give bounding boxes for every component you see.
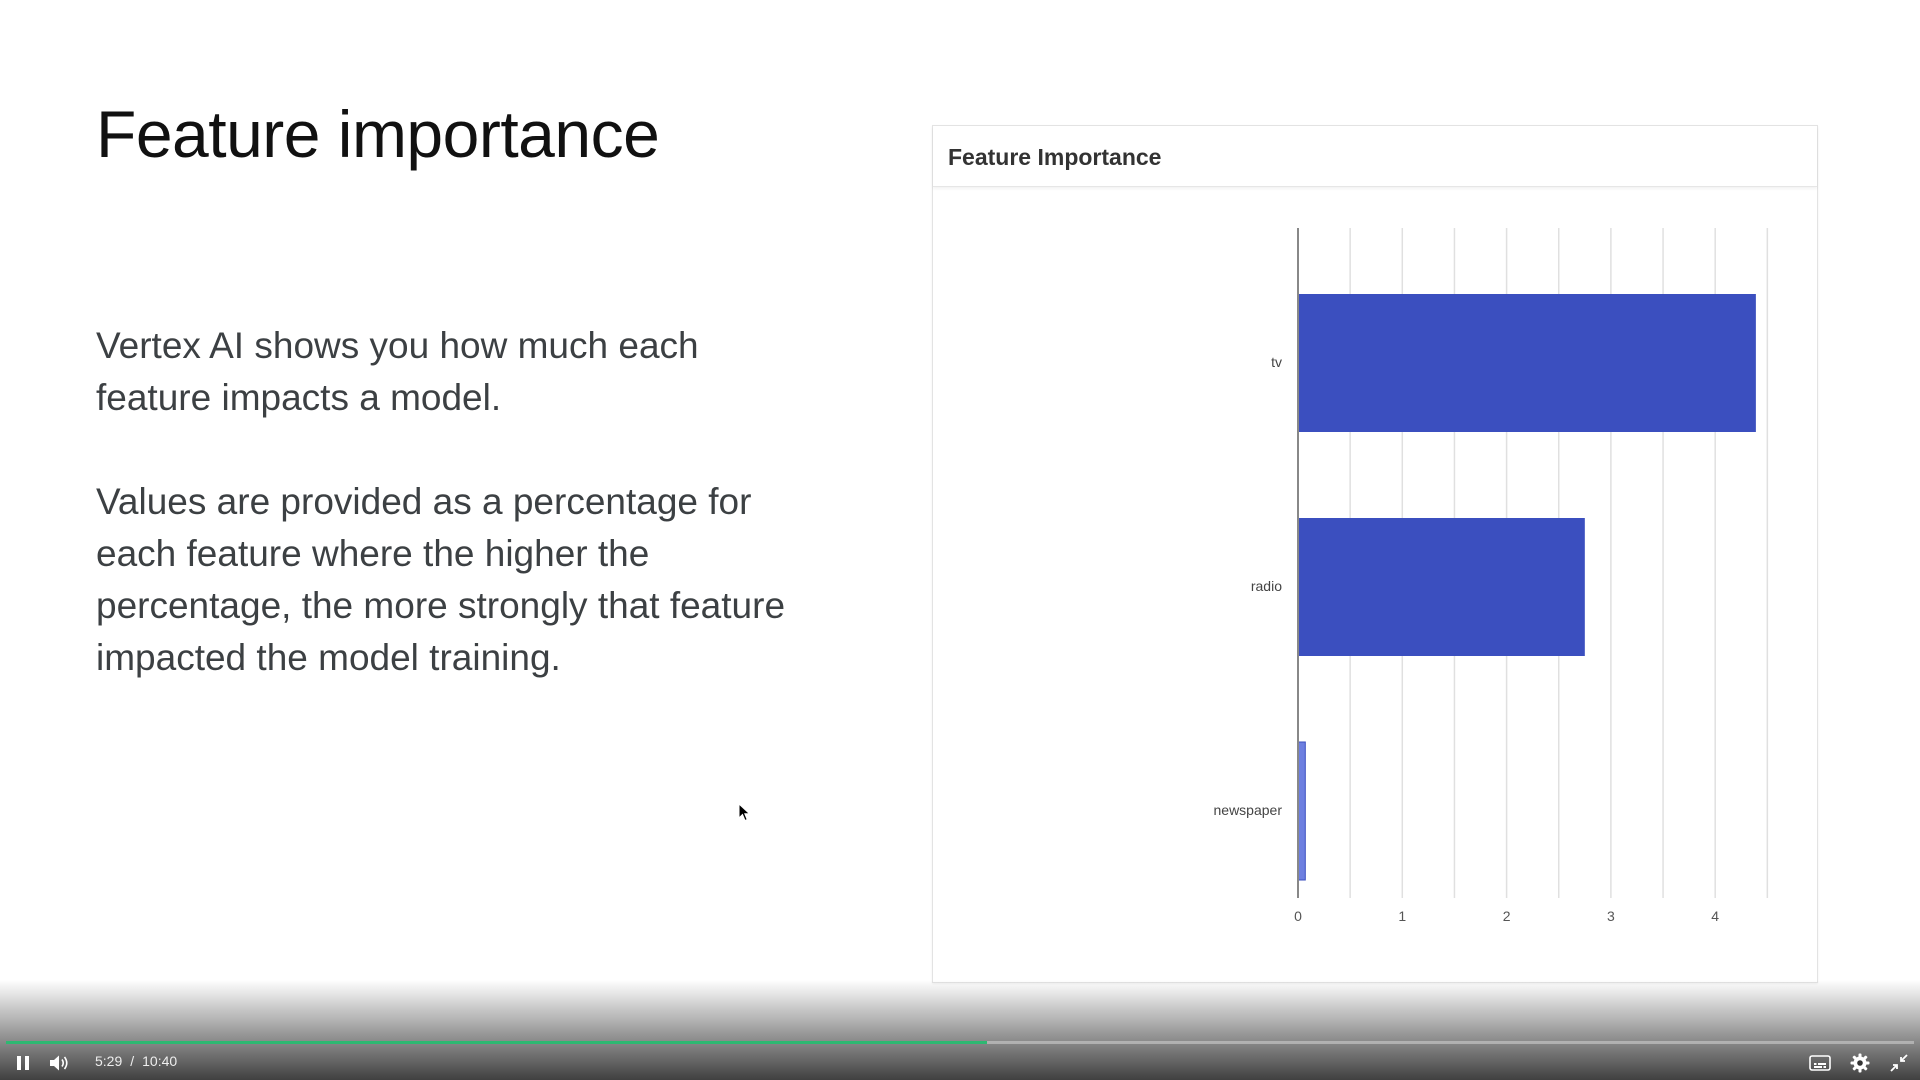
slide-title: Feature importance: [96, 97, 660, 171]
category-label: newspaper: [1214, 802, 1283, 818]
progress-bar[interactable]: [6, 1041, 1914, 1044]
bar-tv: [1298, 294, 1756, 432]
x-tick-label: 2: [1503, 908, 1511, 924]
progress-played: [6, 1041, 987, 1044]
bar-newspaper: [1297, 741, 1306, 881]
settings-button[interactable]: [1848, 1051, 1872, 1075]
captions-button[interactable]: [1808, 1052, 1832, 1074]
slide-paragraph-2: Values are provided as a percentage for …: [96, 481, 786, 678]
current-time: 5:29: [95, 1053, 123, 1069]
exit-fullscreen-button[interactable]: [1888, 1052, 1910, 1074]
category-label: radio: [1251, 578, 1282, 594]
chart-header: Feature Importance: [933, 126, 1817, 187]
settings-icon: [1850, 1053, 1870, 1073]
captions-icon: [1809, 1055, 1831, 1071]
slide-paragraph-1: Vertex AI shows you how much each featur…: [96, 325, 699, 418]
category-label: tv: [1271, 354, 1282, 370]
volume-icon: [50, 1055, 68, 1071]
pause-icon: [17, 1056, 29, 1070]
time-display: 5:29 / 10:40: [95, 1053, 177, 1069]
player-controls-bar: [0, 980, 1920, 1080]
x-tick-label: 0: [1294, 908, 1302, 924]
feature-importance-chart: tv radio newspaper 0 1 2 3 4: [1214, 228, 1769, 924]
bar-radio: [1298, 518, 1585, 656]
duration: 10:40: [142, 1053, 178, 1069]
chart-title: Feature Importance: [948, 144, 1162, 170]
time-separator: /: [130, 1053, 135, 1069]
x-tick-label: 1: [1398, 908, 1406, 924]
pause-button[interactable]: [12, 1052, 34, 1074]
feature-importance-card: Feature Importance tv radio newspaper 0 1 2 3 4: [932, 125, 1818, 983]
volume-button[interactable]: [47, 1051, 73, 1075]
x-tick-label: 4: [1711, 908, 1719, 924]
exit-fullscreen-icon: [1890, 1054, 1908, 1072]
x-tick-label: 3: [1607, 908, 1615, 924]
mouse-cursor-icon: [738, 803, 751, 822]
